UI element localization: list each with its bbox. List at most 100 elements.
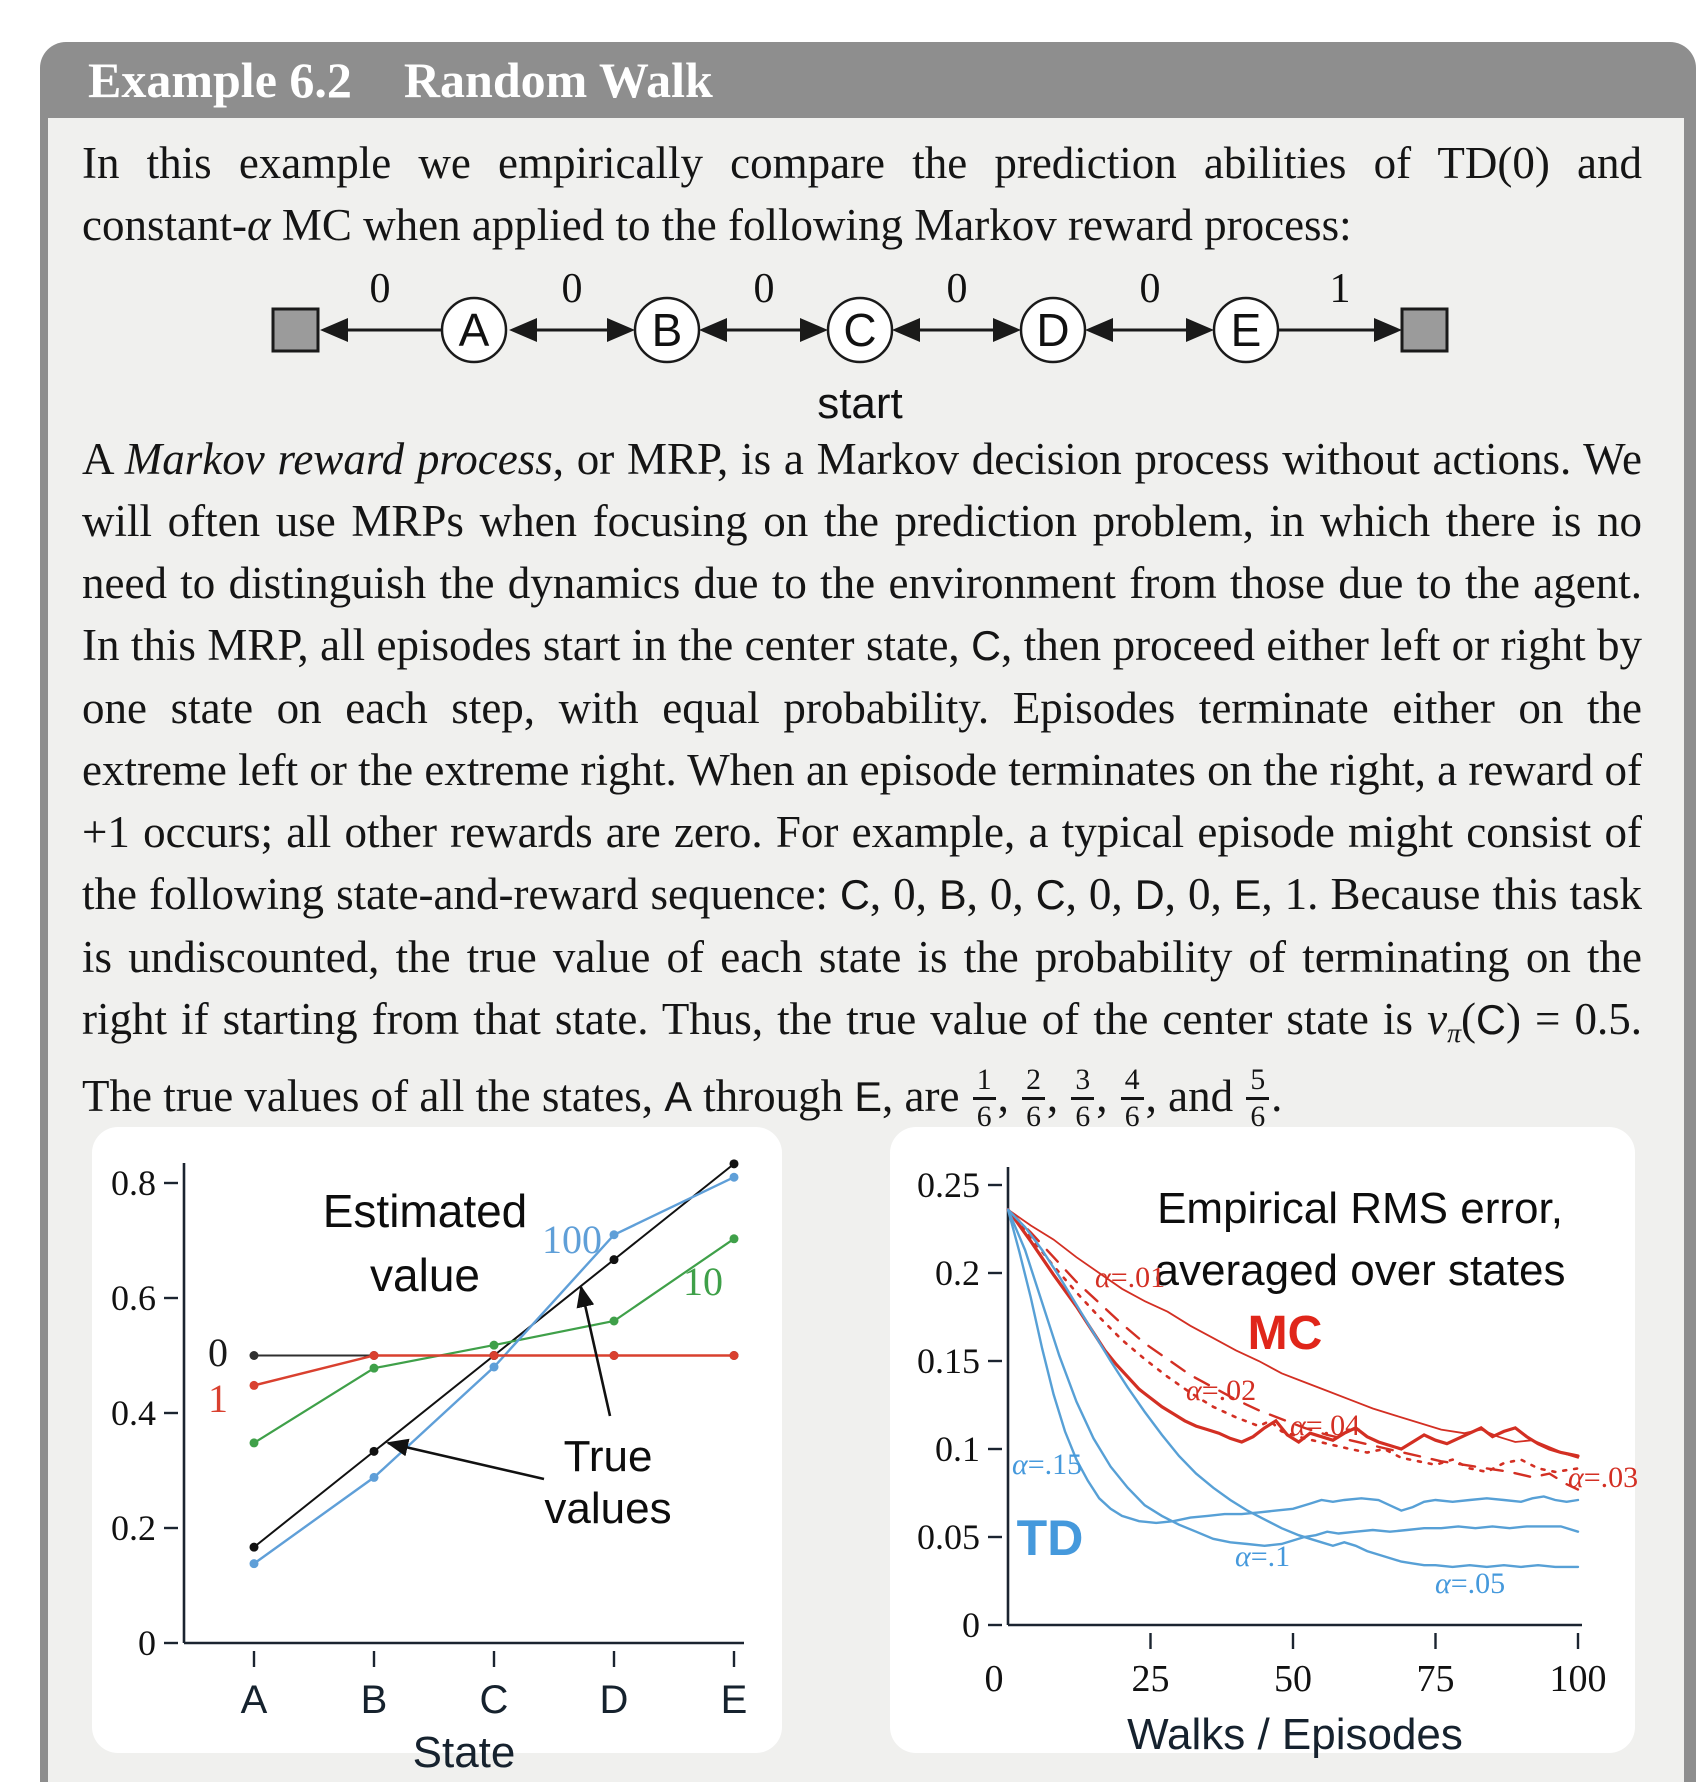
reward-labels: 0 0 0 0 0 1 (370, 266, 1351, 312)
example-title: Random Walk (403, 52, 713, 108)
series-100-dot (489, 1362, 499, 1372)
series-true-dot (249, 1542, 259, 1552)
reward-label-5: 1 (1330, 266, 1351, 312)
x-origin-label: 0 (985, 1658, 1004, 1700)
series-td-alpha=.15 (1006, 1208, 1580, 1525)
x-tick-label: 50 (1274, 1658, 1312, 1700)
mrp-diagram-svg: A B C D E 0 0 0 0 0 1 start (271, 266, 1449, 428)
series-10-dot (609, 1316, 619, 1326)
y-tick-label: 0.4 (111, 1393, 156, 1433)
state-letter-d: D (1036, 304, 1069, 356)
series-mc-alpha=.04 (1006, 1207, 1580, 1458)
y-tick-label: 0.15 (917, 1341, 980, 1381)
series-mc-alpha=.01 (1007, 1208, 1579, 1459)
series-1-dot (609, 1351, 619, 1360)
example-box: Example 6.2 Random Walk In this example … (40, 42, 1696, 1782)
series-1-dot (369, 1351, 379, 1360)
reward-label-1: 0 (562, 266, 583, 312)
series-100-dot (609, 1230, 619, 1240)
chart-title: Estimated (323, 1185, 528, 1237)
y-tick-label: 0.05 (917, 1517, 980, 1557)
true-values-label: values (544, 1484, 671, 1533)
reward-label-4: 0 (1140, 266, 1161, 312)
series-true-dot (609, 1255, 619, 1265)
series-10-dot (249, 1438, 259, 1448)
y-tick-label: 0.8 (111, 1163, 156, 1203)
curve-label-α=.05: α=.05 (1435, 1567, 1505, 1600)
body-paragraph: A Markov reward process, or MRP, is a Ma… (82, 434, 1643, 1134)
y-tick-label: 0.25 (917, 1165, 980, 1205)
terminal-square-left (271, 307, 320, 353)
annotation-arrow (576, 1285, 612, 1417)
series-mc-alpha=.02 (1006, 1208, 1580, 1491)
x-tick-label: 100 (1550, 1658, 1607, 1700)
reward-label-3: 0 (947, 266, 968, 312)
x-tick-label: C (480, 1678, 509, 1722)
example-number: Example 6.2 (88, 52, 352, 108)
series-1-dot (489, 1351, 499, 1360)
curve-label-α=.03: α=.03 (1568, 1461, 1638, 1494)
example-content: In this example we empirically compare t… (48, 118, 1684, 1782)
series-10-dot (489, 1340, 499, 1350)
x-axis-title: State (413, 1728, 516, 1777)
y-tick-label: 0 (962, 1605, 980, 1645)
series-mc-alpha=.03 (1006, 1208, 1580, 1474)
curve-label-α=.02: α=.02 (1186, 1374, 1256, 1407)
series-td-alpha=.05 (1006, 1208, 1580, 1569)
estimated-value-chart-panel: 0 0.2 0.4 0.6 0.8 A B C D E State Estimated value 0 1 1… (92, 1127, 782, 1777)
chart-title: value (370, 1249, 480, 1301)
x-tick-label: D (600, 1678, 629, 1722)
rms-error-chart-panel: 0 0.05 0.1 0.15 0.2 0.25 25 50 75 100 0 Walks / Epi… (890, 1127, 1638, 1759)
terminal-square-right (1400, 307, 1449, 353)
series-10-dot (369, 1363, 379, 1373)
state-letters: A B C D E (459, 304, 1262, 356)
state-letter-b: B (652, 304, 683, 356)
x-tick-label: E (721, 1678, 748, 1722)
x-tick-label: 25 (1132, 1658, 1170, 1700)
y-tick-label: 0.1 (935, 1429, 980, 1469)
reward-label-0: 0 (370, 266, 391, 312)
series-100-dot (729, 1172, 739, 1182)
curve-label-mc: MC (1248, 1307, 1323, 1360)
reward-label-2: 0 (754, 266, 775, 312)
y-tick-label: 0.2 (935, 1253, 980, 1293)
series-1-dot (249, 1380, 259, 1390)
intro-paragraph: In this example we empirically compare t… (82, 138, 1642, 250)
estimated-value-chart: 00.20.40.60.8A B C D EStateEstimatedvalue011… (111, 1159, 748, 1777)
curve-label-td: TD (1017, 1510, 1084, 1566)
chart-title: Empirical RMS error, (1157, 1184, 1563, 1233)
x-tick-label: A (241, 1678, 268, 1722)
mrp-diagram: A B C D E 0 0 0 0 0 1 start (48, 240, 1702, 430)
diagram-arrowheads (320, 318, 1402, 342)
curve-label-α=.01: α=.01 (1095, 1261, 1165, 1294)
x-axis-title: Walks / Episodes (1127, 1710, 1463, 1759)
series-100-dot (369, 1472, 379, 1482)
series-10-dot (729, 1234, 739, 1244)
chart-title: averaged over states (1155, 1246, 1566, 1295)
series-true-dot (729, 1159, 739, 1169)
y-tick-label: 0 (138, 1623, 156, 1663)
series-0-dot (249, 1351, 259, 1360)
annotation-arrow (386, 1438, 545, 1481)
state-nodes (440, 296, 1280, 364)
series-label-0: 0 (208, 1330, 228, 1375)
rms-error-chart: 0 0.05 0.1 0.15 0.2 0.25 25 50 75 100 0 Walks / Epi… (917, 1165, 1638, 1759)
series-label-100: 100 (542, 1217, 602, 1262)
state-letter-e: E (1231, 304, 1262, 356)
series-100-dot (249, 1559, 259, 1569)
x-tick-label: 75 (1417, 1658, 1455, 1700)
y-tick-label: 0.2 (111, 1508, 156, 1548)
state-letter-c: C (843, 304, 876, 356)
series-td-alpha=.1 (1006, 1208, 1580, 1548)
x-tick-label: B (361, 1678, 388, 1722)
start-label: start (817, 379, 903, 428)
series-1-dot (729, 1351, 739, 1360)
series-label-1: 1 (208, 1376, 228, 1421)
true-values-label: True (564, 1432, 653, 1481)
y-tick-label: 0.6 (111, 1278, 156, 1318)
